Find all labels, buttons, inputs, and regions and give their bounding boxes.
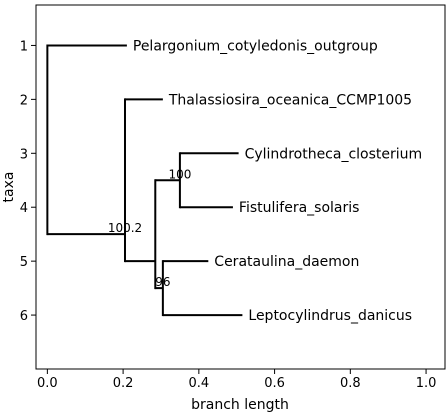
support-labels: 100.2 100 96: [108, 167, 192, 289]
taxon-label: Leptocylindrus_danicus: [248, 308, 412, 324]
x-tick-label: 1.0: [416, 376, 437, 391]
taxon-label: Cylindrotheca_closterium: [245, 146, 423, 162]
y-tick-label: 4: [20, 201, 28, 216]
y-tick-label: 6: [20, 309, 28, 324]
x-tick-label: 0.4: [188, 376, 209, 391]
taxon-label: Fistulifera_solaris: [239, 200, 360, 216]
y-tick-label: 2: [20, 93, 28, 108]
support-label: 100.2: [108, 221, 142, 235]
y-axis-label: taxa: [1, 172, 17, 203]
taxon-label: Thalassiosira_oceanica_CCMP1005: [168, 92, 412, 108]
y-tick-label: 5: [20, 255, 28, 270]
x-axis-ticks: 0.0 0.2 0.4 0.6 0.8 1.0: [37, 369, 436, 391]
y-axis-ticks: 1 2 3 4 5 6: [20, 39, 36, 324]
y-tick-label: 3: [20, 147, 28, 162]
taxon-labels: Pelargonium_cotyledonis_outgroup Thalassi…: [133, 38, 422, 324]
tree-branches: [46, 44, 243, 317]
x-tick-label: 0.0: [37, 376, 58, 391]
taxon-label: Cerataulina_daemon: [214, 254, 359, 270]
x-tick-label: 0.2: [113, 376, 134, 391]
plot-frame: [35, 4, 446, 370]
support-label: 96: [155, 275, 170, 289]
x-tick-label: 0.6: [264, 376, 285, 391]
support-label: 100: [168, 167, 191, 181]
y-tick-label: 1: [20, 39, 28, 54]
x-axis-label: branch length: [191, 397, 289, 413]
taxon-label: Pelargonium_cotyledonis_outgroup: [133, 38, 378, 54]
x-tick-label: 0.8: [340, 376, 361, 391]
